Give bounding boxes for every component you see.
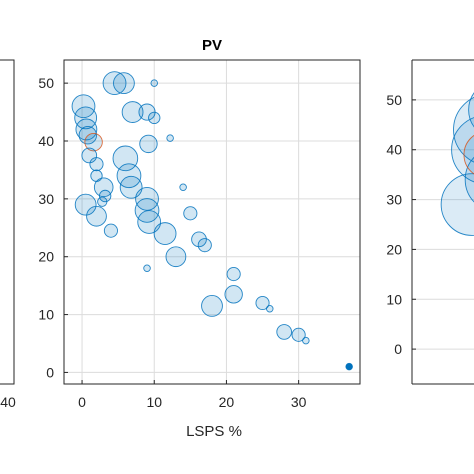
y-tick-label: 50 [386, 92, 402, 108]
right-plot-area [412, 60, 474, 384]
y-tick-label: 10 [38, 307, 54, 323]
pv-plot-area [64, 60, 360, 384]
data-marker [197, 238, 212, 253]
data-marker [201, 295, 223, 317]
data-marker [113, 72, 135, 95]
left-xtick-label: 40 [0, 394, 16, 410]
x-tick-label: 0 [78, 394, 86, 410]
left-panel: 40 [0, 59, 16, 410]
y-tick-label: 20 [38, 249, 54, 265]
data-marker [119, 175, 143, 199]
y-tick-label: 0 [394, 341, 402, 357]
data-marker [179, 183, 187, 192]
x-tick-label: 10 [146, 394, 162, 410]
x-tick-label: 30 [291, 394, 307, 410]
data-marker [183, 206, 198, 221]
data-marker [116, 163, 142, 189]
data-marker [291, 327, 306, 342]
data-marker [75, 118, 98, 141]
data-marker [103, 223, 118, 238]
data-marker [74, 193, 97, 216]
y-tick-label: 0 [46, 364, 54, 380]
y-tick-label: 40 [386, 142, 402, 158]
data-marker [148, 111, 161, 125]
data-marker [150, 79, 158, 87]
data-marker [302, 336, 310, 345]
data-marker [89, 157, 104, 172]
data-marker [166, 134, 174, 142]
data-marker [153, 222, 177, 245]
x-tick-label: 20 [219, 394, 235, 410]
data-marker [276, 324, 293, 340]
data-marker [93, 177, 114, 198]
data-marker [468, 92, 474, 128]
data-marker [121, 101, 144, 123]
data-marker [71, 94, 96, 119]
data-marker [135, 186, 159, 211]
data-marker [226, 267, 241, 282]
y-tick-label: 30 [386, 192, 402, 208]
data-marker [255, 295, 270, 311]
data-marker [86, 205, 107, 227]
data-marker [74, 106, 98, 130]
right-points [440, 92, 474, 236]
pv-title: PV [202, 37, 222, 54]
left-plot-area [0, 59, 15, 385]
y-tick-label: 40 [38, 133, 54, 149]
pv-grid [64, 60, 360, 384]
data-marker [143, 264, 151, 273]
data-marker [266, 305, 274, 313]
y-tick-label: 20 [386, 241, 402, 257]
pv-xlabel: LSPS % [186, 423, 242, 440]
highlight-marker [463, 134, 474, 175]
data-marker [97, 196, 108, 207]
data-marker [224, 285, 243, 304]
y-tick-label: 10 [386, 291, 402, 307]
data-marker [191, 231, 207, 248]
data-marker [440, 173, 474, 236]
data-marker [345, 362, 353, 371]
data-marker [464, 156, 474, 203]
data-marker [90, 169, 103, 182]
y-tick-label: 50 [38, 75, 54, 91]
data-marker [137, 210, 162, 234]
data-marker [165, 246, 187, 268]
pv-panel: PV 0 10 20 30 0 10 20 30 40 50 LSPS % [38, 37, 361, 440]
highlight-marker [84, 132, 103, 152]
y-tick-label: 30 [38, 191, 54, 207]
data-marker [139, 134, 158, 154]
data-marker [98, 189, 112, 203]
data-marker [81, 147, 98, 164]
data-marker [102, 71, 127, 96]
pv-axes-box [63, 59, 361, 385]
pv-ticks: 0 10 20 30 0 10 20 30 40 50 [38, 75, 306, 410]
pv-points [71, 71, 353, 371]
